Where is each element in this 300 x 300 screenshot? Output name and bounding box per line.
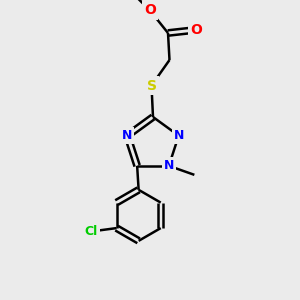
Text: N: N [122,129,133,142]
Text: S: S [146,79,157,92]
Text: O: O [144,4,156,17]
Text: Cl: Cl [84,225,98,238]
Text: O: O [190,23,202,37]
Text: N: N [164,159,174,172]
Text: N: N [173,129,184,142]
